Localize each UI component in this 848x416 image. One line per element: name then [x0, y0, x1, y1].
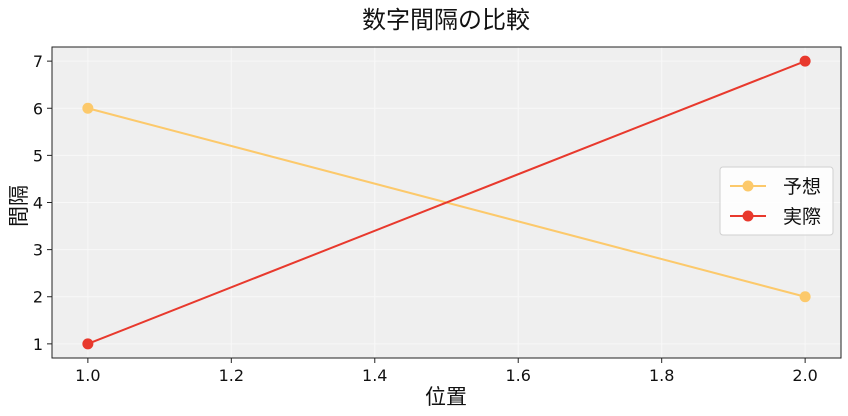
y-tick-label: 4 [33, 194, 43, 213]
legend-label: 予想 [783, 176, 821, 198]
legend-item: 実際 [730, 206, 821, 228]
y-tick-label: 3 [33, 241, 43, 260]
y-axis-label: 間隔 [7, 185, 31, 227]
y-tick-label: 7 [33, 52, 43, 71]
legend-item: 予想 [730, 176, 821, 198]
chart-title: 数字間隔の比較 [362, 6, 530, 34]
legend-marker [742, 180, 754, 192]
data-point [799, 291, 811, 303]
series-line [87, 60, 806, 345]
x-tick-label: 1.4 [362, 366, 387, 385]
data-point [82, 102, 94, 114]
x-tick-label: 1.6 [506, 366, 531, 385]
series [82, 55, 811, 350]
y-tick-label: 1 [33, 335, 43, 354]
y-tick-label: 6 [33, 99, 43, 118]
y-tick-label: 5 [33, 146, 43, 165]
x-tick-label: 1.2 [219, 366, 244, 385]
legend-marker [742, 210, 754, 222]
legend-label: 実際 [783, 206, 821, 228]
x-tick-label: 2.0 [792, 366, 817, 385]
series-layer [82, 55, 811, 350]
data-point [82, 338, 94, 350]
y-tick-label: 2 [33, 288, 43, 307]
ticks: 1.0 1.2 1.4 1.6 1.8 2.0 1 2 3 4 5 6 7 [33, 52, 818, 385]
data-point [799, 55, 811, 67]
x-axis-label: 位置 [425, 385, 467, 409]
x-tick-label: 1.0 [75, 366, 100, 385]
x-tick-label: 1.8 [649, 366, 674, 385]
